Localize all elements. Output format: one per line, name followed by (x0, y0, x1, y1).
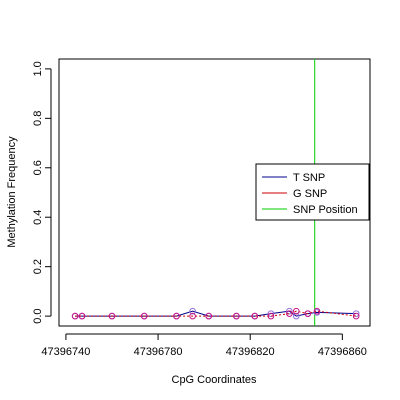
data-point (189, 312, 196, 320)
x-tick-label: 47396860 (318, 346, 367, 358)
data-point (108, 312, 116, 320)
data-point (251, 312, 259, 320)
data-point (292, 312, 300, 320)
data-point (140, 312, 148, 320)
data-point (233, 312, 240, 320)
y-tick-label: 0.8 (32, 111, 44, 126)
x-axis-label: CpG Coordinates (172, 374, 257, 386)
data-point (304, 310, 312, 317)
data-point (173, 312, 180, 320)
y-axis: 0.0 0.2 0.4 0.6 0.8 1.0 (32, 61, 52, 324)
legend: T SNP G SNP SNP Position (255, 163, 370, 221)
series-layer (71, 307, 360, 320)
x-tick-label: 47396780 (134, 346, 183, 358)
y-axis-label: Methylation Frequency (6, 136, 18, 248)
data-point (313, 307, 321, 315)
legend-label: T SNP (293, 172, 325, 184)
y-tick-label: 1.0 (32, 61, 44, 76)
x-axis: 47396740 47396780 47396820 47396860 (41, 333, 367, 358)
data-point (267, 312, 275, 320)
data-point (352, 310, 360, 317)
legend-label: SNP Position (293, 204, 358, 216)
data-point (189, 307, 196, 315)
legend-box (255, 163, 370, 221)
plot-frame (58, 58, 371, 327)
data-point (205, 312, 213, 320)
y-tick-label: 0.6 (32, 160, 44, 175)
series-line-1 (75, 310, 357, 317)
legend-label: G SNP (293, 188, 327, 200)
data-point (78, 312, 86, 320)
data-point (267, 310, 275, 317)
data-point (286, 310, 293, 317)
data-point (286, 307, 293, 315)
x-tick-label: 47396820 (226, 346, 275, 358)
data-point (352, 312, 360, 320)
y-tick-label: 0.4 (32, 210, 44, 225)
y-tick-label: 0.0 (32, 308, 44, 323)
x-tick-label: 47396740 (41, 346, 90, 358)
data-point (71, 312, 79, 320)
data-point (292, 307, 300, 315)
y-tick-label: 0.2 (32, 259, 44, 274)
